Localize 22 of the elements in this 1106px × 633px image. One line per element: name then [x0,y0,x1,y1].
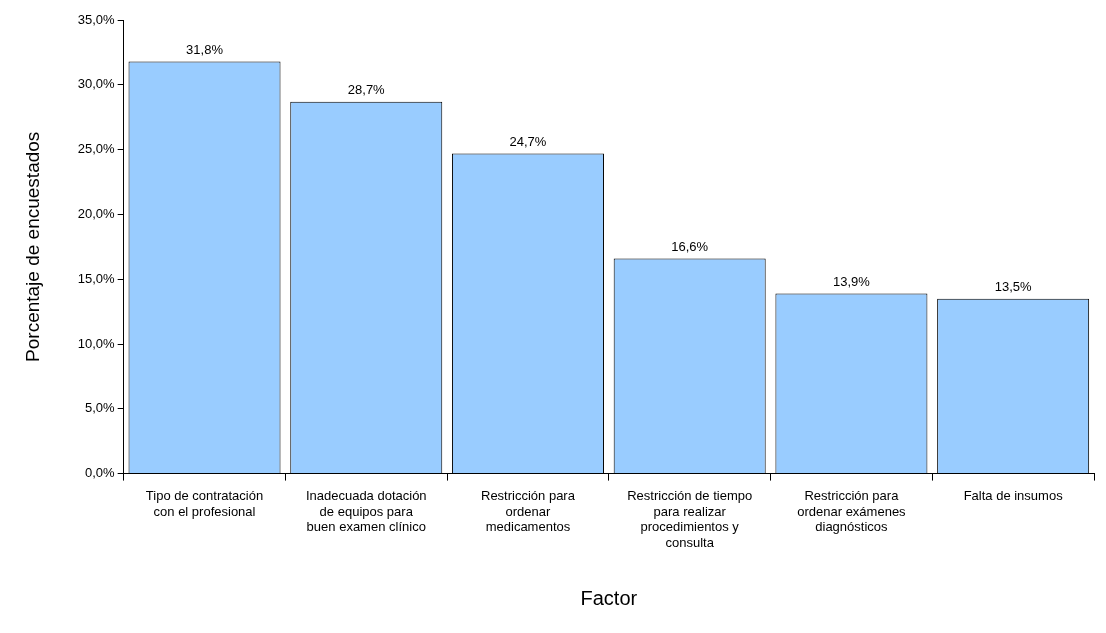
x-tick-label: Inadecuada dotación de equipos para buen examen clínico [305,487,427,535]
data-label: 28,7% [347,81,386,97]
y-tick-label: 25,0% [77,141,116,157]
y-tick-label: 10,0% [77,335,116,351]
y-tick-label: 5,0% [85,400,116,416]
data-label: 13,9% [832,273,871,289]
y-tick-label: 15,0% [77,270,116,286]
x-tick-label: Tipo de contratación con el profesional [145,487,264,519]
y-tick-label: 0,0% [85,465,116,481]
data-label: 13,5% [994,278,1032,294]
y-tick-label: 20,0% [77,205,116,221]
y-tick-label: 35,0% [77,11,116,27]
data-label: 31,8% [186,41,224,57]
y-tick-label: 30,0% [77,76,116,92]
data-label: 24,7% [509,133,547,149]
x-tick-label: Restricción para ordenar exámenes diagnósticos [797,487,907,535]
x-tick-label: Restricción de tiempo para realizar procedimientos y consulta [627,487,753,550]
x-axis-title: Factor [580,586,638,609]
data-label: 16,6% [671,238,709,254]
x-tick-label: Restricción para ordenar medicamentos [481,487,576,535]
y-axis-title: Porcentaje de encuestados [21,131,43,362]
x-tick-label: Falta de insumos [963,487,1064,503]
